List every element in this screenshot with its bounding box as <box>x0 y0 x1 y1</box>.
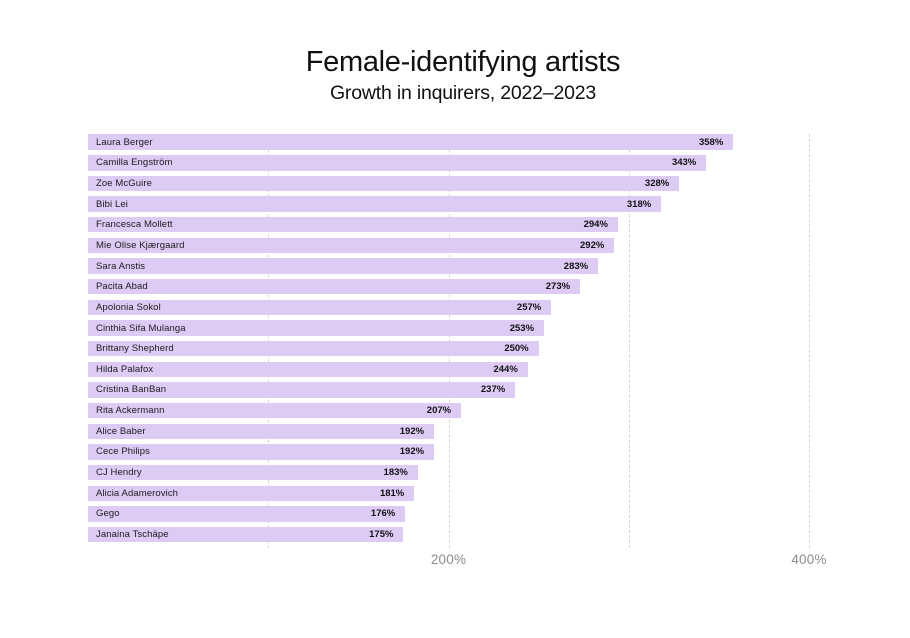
bar-row: CJ Hendry 183% <box>88 464 418 481</box>
bar-row: Brittany Shepherd 250% <box>88 340 539 357</box>
bar-value-label: 257% <box>516 301 542 313</box>
bar-value-label: 192% <box>399 425 425 437</box>
bar-value-label: 250% <box>504 343 529 355</box>
bar-row: Camilla Engström 343% <box>88 155 707 171</box>
bar-category-label: Laura Berger <box>96 136 153 148</box>
bar-category-label: Francesca Mollett <box>96 219 173 231</box>
bar-category-label: Zoe McGuire <box>96 177 153 189</box>
bar-row: Apolonia Sokol 257% <box>88 299 552 316</box>
bar-row: Hilda Palafox 244% <box>88 361 528 378</box>
chart-header: Female-identifying artists Growth in inq… <box>88 46 838 105</box>
bar-value-label: 283% <box>563 260 589 272</box>
bar-row: Sara Anstis 283% <box>88 258 599 274</box>
bar-value-label: 343% <box>671 157 697 169</box>
bar-category-label: Rita Ackermann <box>96 405 165 417</box>
bar-value-label: 253% <box>509 322 535 334</box>
bar-category-label: Hilda Palafox <box>96 363 154 375</box>
bar-category-label: Alicia Adamerovich <box>96 487 179 499</box>
bar-value-label: 192% <box>399 446 425 458</box>
bar-value-label: 244% <box>493 363 518 375</box>
bar-row: Rita Ackermann 207% <box>88 402 462 419</box>
bar-value-label: 358% <box>698 136 724 148</box>
bar-category-label: Pacita Abad <box>96 281 148 293</box>
chart-subtitle: Growth in inquirers, 2022–2023 <box>329 82 597 105</box>
bar-value-label: 181% <box>379 487 405 499</box>
bar-category-label: Brittany Shepherd <box>96 343 174 355</box>
bar-value-label: 207% <box>426 405 452 417</box>
chart-title: Female-identifying artists <box>305 46 621 78</box>
bar-row: Laura Berger 358% <box>88 134 734 150</box>
bar-category-label: Cinthia Sifa Mulanga <box>96 322 186 334</box>
chart-container: Female-identifying artists Growth in inq… <box>88 0 838 568</box>
bar-category-label: Mie Olise Kjærgaard <box>96 239 185 251</box>
bar-value-label: 237% <box>480 384 506 396</box>
bar-value-label: 183% <box>383 467 408 479</box>
bar-row: Francesca Mollett 294% <box>88 216 618 233</box>
bar-category-label: CJ Hendry <box>96 467 142 479</box>
bar-row: Janaina Tschäpe 175% <box>88 526 404 543</box>
bar-value-label: 292% <box>580 239 605 251</box>
bar-category-label: Janaina Tschäpe <box>96 529 169 541</box>
x-axis-tick-label: 200% <box>430 552 467 568</box>
bar-row: Alice Baber 192% <box>88 423 435 440</box>
bar-value-label: 294% <box>583 219 608 231</box>
bar-category-label: Apolonia Sokol <box>96 301 161 313</box>
bar-row: Zoe McGuire 328% <box>88 175 680 192</box>
bar-category-label: Camilla Engström <box>96 157 173 169</box>
plot-area: Laura Berger 358% Camilla Engström 343% Zoe … <box>88 134 810 549</box>
bar-category-label: Sara Anstis <box>96 260 146 272</box>
x-axis: 200% 400% <box>88 542 827 568</box>
bar-row: Bibi Lei 318% <box>88 196 662 212</box>
bar-value-label: 318% <box>626 198 652 210</box>
bar-row: Cristina BanBan 237% <box>88 382 516 398</box>
bar-row: Cece Philips 192% <box>88 444 435 460</box>
bar-category-label: Bibi Lei <box>96 198 128 210</box>
bar-row: Alicia Adamerovich 181% <box>88 485 415 501</box>
bar-category-label: Cece Philips <box>96 446 151 458</box>
x-axis-tick-label: 400% <box>791 552 827 568</box>
bar-row: Cinthia Sifa Mulanga 253% <box>88 320 545 336</box>
gridline-400 <box>809 134 810 549</box>
bar-category-label: Gego <box>96 508 120 520</box>
bar-value-label: 273% <box>545 281 571 293</box>
bars-layer: Laura Berger 358% Camilla Engström 343% Zoe … <box>88 134 809 543</box>
bar-value-label: 328% <box>644 177 670 189</box>
bar-row: Gego 176% <box>88 506 406 522</box>
gridline-300 <box>628 134 630 549</box>
bar-category-label: Cristina BanBan <box>96 384 167 396</box>
bar-row: Mie Olise Kjærgaard 292% <box>88 237 615 254</box>
bar-value-label: 175% <box>369 529 394 541</box>
bar-value-label: 176% <box>370 508 396 520</box>
bar-category-label: Alice Baber <box>96 425 146 437</box>
bar-row: Pacita Abad 273% <box>88 278 581 295</box>
